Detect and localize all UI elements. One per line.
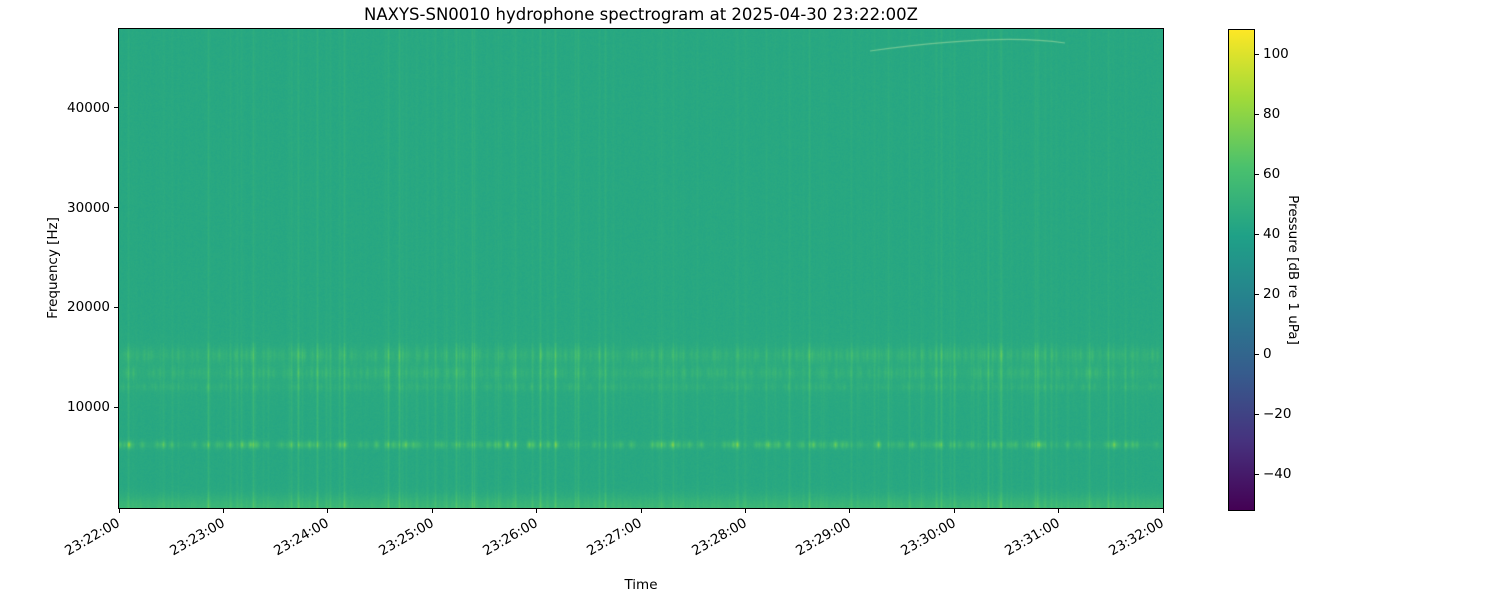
colorbar-tick-mark	[1255, 353, 1259, 355]
x-tick-mark	[1058, 509, 1060, 513]
colorbar-tick-mark	[1255, 173, 1259, 175]
colorbar-tick-label: 0	[1263, 346, 1272, 362]
x-tick-label: 23:27:00	[584, 515, 645, 560]
colorbar-tick-mark	[1255, 113, 1259, 115]
y-tick-mark	[114, 207, 118, 209]
x-tick-label: 23:23:00	[166, 515, 228, 560]
colorbar-tick-label: 100	[1263, 46, 1289, 62]
y-tick-mark	[114, 306, 118, 308]
x-tick-mark	[953, 509, 955, 513]
colorbar	[1228, 29, 1255, 511]
y-tick-label: 40000	[67, 99, 110, 116]
colorbar-tick-mark	[1255, 53, 1259, 55]
colorbar-tick-label: 80	[1263, 106, 1281, 122]
colorbar-label: Pressure [dB re 1 uPa]	[1285, 195, 1301, 345]
colorbar-tick-label: 60	[1263, 166, 1281, 182]
x-tick-mark	[222, 509, 224, 513]
colorbar-gradient	[1229, 30, 1254, 510]
y-tick-label: 30000	[67, 199, 110, 216]
x-axis-label: Time	[624, 577, 658, 593]
x-tick-mark	[327, 509, 329, 513]
x-tick-label: 23:29:00	[793, 515, 854, 560]
x-tick-mark	[536, 509, 538, 513]
x-tick-label: 23:25:00	[375, 515, 437, 560]
x-tick-mark	[640, 509, 642, 513]
x-tick-label: 23:24:00	[271, 515, 332, 560]
x-tick-label: 23:31:00	[1002, 515, 1063, 560]
x-tick-mark	[431, 509, 433, 513]
x-tick-mark	[849, 509, 851, 513]
colorbar-tick-mark	[1255, 413, 1259, 415]
x-tick-label: 23:32:00	[1106, 515, 1167, 560]
colorbar-tick-label: −40	[1263, 466, 1292, 482]
plot-area	[118, 28, 1164, 509]
x-tick-label: 23:30:00	[897, 515, 959, 560]
x-tick-mark	[118, 509, 120, 513]
x-tick-mark	[1162, 509, 1164, 513]
x-tick-mark	[744, 509, 746, 513]
y-tick-mark	[114, 406, 118, 408]
y-tick-mark	[114, 107, 118, 109]
colorbar-tick-label: −20	[1263, 406, 1292, 422]
y-tick-label: 20000	[67, 299, 110, 316]
colorbar-tick-mark	[1255, 293, 1259, 295]
colorbar-tick-label: 20	[1263, 286, 1281, 302]
colorbar-tick-mark	[1255, 473, 1259, 475]
spectrogram-image	[119, 29, 1163, 508]
x-tick-label: 23:26:00	[480, 515, 541, 560]
colorbar-tick-label: 40	[1263, 226, 1281, 242]
y-tick-label: 10000	[67, 399, 110, 416]
chart-title: NAXYS-SN0010 hydrophone spectrogram at 2…	[364, 5, 918, 24]
x-tick-label: 23:22:00	[62, 515, 123, 560]
colorbar-tick-mark	[1255, 233, 1259, 235]
x-tick-label: 23:28:00	[688, 515, 750, 560]
